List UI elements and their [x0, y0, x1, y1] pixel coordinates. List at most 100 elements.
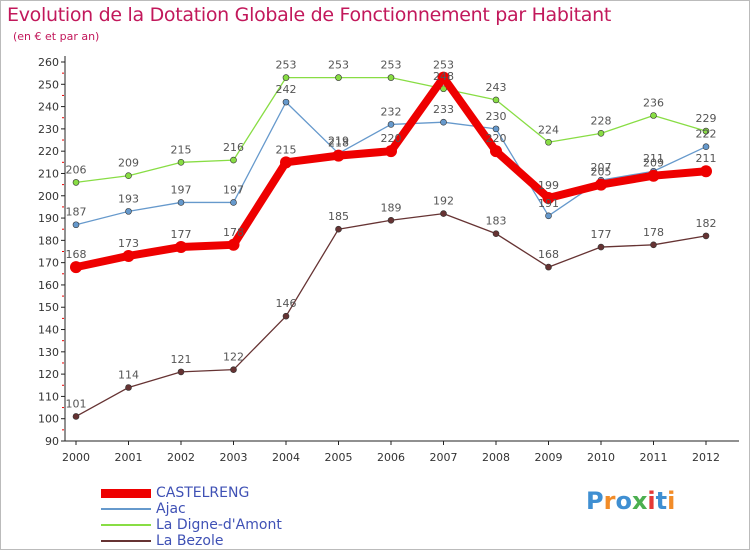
data-label-la-digne-d-amont: 236: [643, 97, 664, 110]
y-tick-label: 240: [38, 101, 59, 114]
chart-subtitle: (en € et par an): [13, 30, 100, 43]
y-tick-label: 90: [45, 435, 59, 448]
data-point-castelreng: [227, 238, 240, 251]
x-tick-label: 2000: [62, 451, 90, 464]
x-tick-label: 2012: [692, 451, 720, 464]
x-tick-label: 2008: [482, 451, 510, 464]
data-point-la-digne-d-amont: [387, 74, 395, 81]
data-point-castelreng: [70, 261, 82, 274]
data-point-castelreng: [385, 145, 397, 158]
data-point-la-bezole: [72, 413, 80, 420]
proxiti-logo: Proxiti: [586, 487, 675, 515]
data-point-castelreng: [490, 145, 502, 158]
data-point-la-digne-d-amont: [597, 130, 605, 137]
logo-letter: o: [615, 487, 632, 515]
data-point-ajac: [440, 118, 447, 126]
x-tick-label: 2011: [640, 451, 668, 464]
logo-letter: r: [603, 487, 616, 515]
data-label-castelreng: 253: [433, 59, 454, 72]
data-label-castelreng: 215: [276, 143, 297, 156]
y-tick-label: 150: [38, 301, 59, 314]
data-label-castelreng: 218: [328, 137, 349, 150]
data-label-la-bezole: 189: [381, 201, 402, 214]
data-label-la-bezole: 177: [591, 228, 612, 241]
logo-letter: P: [586, 487, 604, 515]
logo-letter: t: [655, 487, 668, 515]
data-point-la-bezole: [545, 263, 552, 271]
data-point-la-bezole: [387, 216, 395, 224]
data-label-la-bezole: 183: [486, 215, 507, 228]
data-point-la-digne-d-amont: [177, 159, 185, 166]
data-label-castelreng: 209: [643, 157, 664, 170]
data-label-castelreng: 199: [538, 179, 559, 192]
data-label-la-bezole: 121: [171, 353, 192, 366]
y-tick-label: 200: [38, 190, 59, 203]
data-point-la-digne-d-amont: [650, 112, 657, 119]
logo-letter: x: [631, 487, 648, 515]
x-tick-label: 2001: [115, 451, 143, 464]
x-tick-label: 2005: [325, 451, 353, 464]
legend-swatch: [101, 540, 151, 542]
data-label-la-bezole: 192: [433, 195, 454, 208]
x-tick-label: 2007: [430, 451, 458, 464]
data-label-ajac: 219: [328, 134, 349, 147]
data-label-la-digne-d-amont: 228: [591, 114, 612, 127]
data-label-ajac: 233: [433, 103, 454, 116]
data-point-castelreng: [280, 156, 292, 169]
data-point-la-bezole: [177, 368, 185, 376]
logo-letter: i: [647, 487, 656, 515]
data-label-ajac: 197: [223, 183, 244, 196]
data-point-castelreng: [700, 165, 712, 178]
data-label-la-digne-d-amont: 243: [486, 81, 507, 94]
legend-swatch: [101, 508, 151, 510]
y-tick-label: 140: [38, 324, 59, 337]
data-label-la-bezole: 168: [538, 248, 559, 261]
y-tick-label: 180: [38, 234, 59, 247]
data-label-castelreng: 177: [171, 228, 192, 241]
y-tick-label: 220: [38, 145, 59, 158]
y-tick-label: 130: [38, 346, 59, 359]
data-point-la-bezole: [440, 210, 447, 217]
legend-label: CASTELRENG: [156, 485, 250, 501]
data-label-la-bezole: 182: [696, 217, 717, 230]
data-point-la-digne-d-amont: [282, 74, 290, 81]
data-label-ajac: 232: [381, 105, 402, 118]
x-tick-label: 2002: [167, 451, 195, 464]
data-point-la-bezole: [597, 243, 605, 251]
data-label-la-digne-d-amont: 209: [118, 157, 139, 170]
data-point-castelreng: [542, 191, 555, 204]
data-point-castelreng: [332, 149, 345, 162]
legend-label: La Bezole: [156, 533, 224, 549]
data-point-la-digne-d-amont: [545, 138, 552, 146]
data-label-ajac: 193: [118, 192, 139, 205]
data-label-castelreng: 173: [118, 237, 139, 250]
data-point-ajac: [230, 199, 237, 206]
x-tick-label: 2009: [535, 451, 563, 464]
y-tick-label: 230: [38, 123, 59, 136]
legend-label: La Digne-d'Amont: [156, 517, 282, 533]
data-label-la-digne-d-amont: 253: [276, 59, 297, 72]
data-point-la-bezole: [230, 366, 237, 373]
data-point-ajac: [125, 208, 132, 215]
chart-title: Evolution de la Dotation Globale de Fonc…: [7, 4, 612, 26]
y-tick-label: 250: [38, 78, 59, 91]
data-point-castelreng: [437, 71, 450, 84]
data-label-castelreng: 205: [591, 166, 612, 179]
data-point-ajac: [702, 143, 710, 151]
data-label-la-bezole: 101: [66, 397, 87, 410]
data-label-la-digne-d-amont: 253: [381, 59, 402, 72]
y-tick-label: 210: [38, 167, 59, 180]
data-point-castelreng: [122, 249, 135, 262]
data-point-ajac: [177, 199, 185, 206]
data-label-la-digne-d-amont: 253: [328, 59, 349, 72]
x-tick-label: 2010: [587, 451, 615, 464]
data-label-ajac: 187: [66, 206, 87, 219]
data-label-ajac: 230: [486, 110, 507, 123]
data-label-la-bezole: 185: [328, 210, 349, 223]
data-label-la-digne-d-amont: 216: [223, 141, 244, 154]
data-label-ajac: 222: [696, 128, 717, 141]
data-point-la-digne-d-amont: [702, 127, 710, 135]
data-label-castelreng: 211: [696, 152, 717, 165]
data-point-ajac: [72, 221, 80, 229]
x-tick-label: 2006: [377, 451, 405, 464]
